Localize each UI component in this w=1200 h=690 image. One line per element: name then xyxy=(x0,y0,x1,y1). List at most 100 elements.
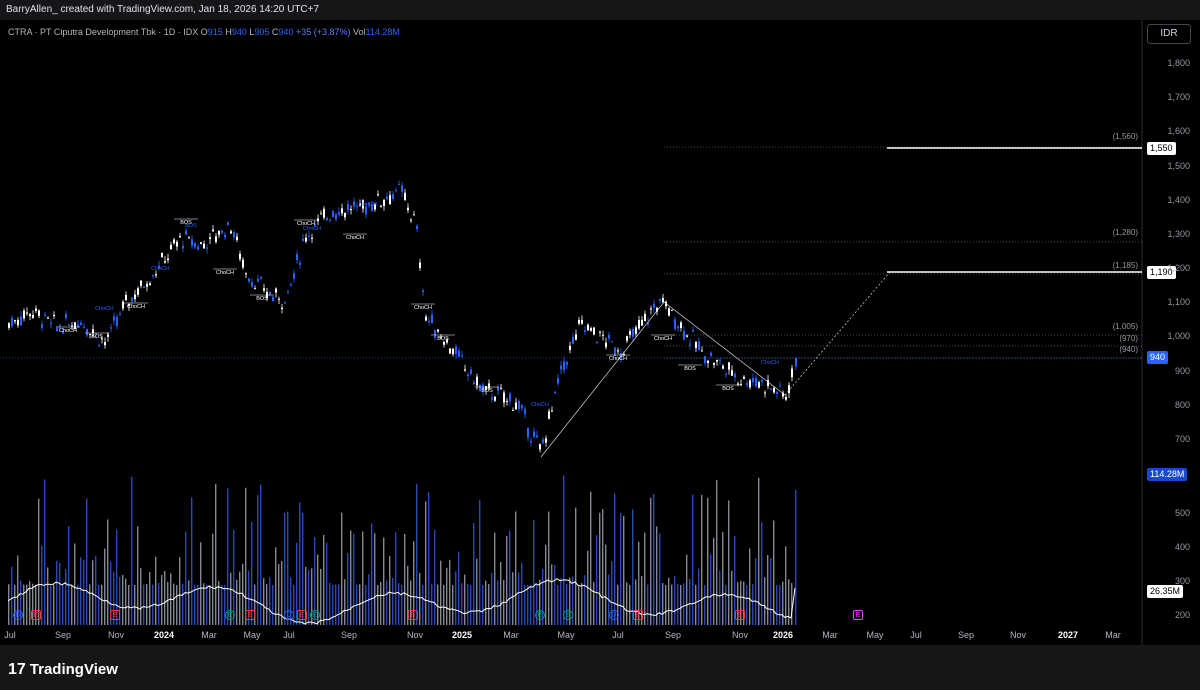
time-axis-label: Nov xyxy=(1009,630,1027,640)
volume-bar xyxy=(437,584,439,625)
volume-bar xyxy=(692,494,694,625)
candle-body xyxy=(494,396,496,401)
candle-body xyxy=(368,202,370,205)
volume-bar xyxy=(197,584,199,625)
projection-line xyxy=(784,271,891,396)
symbol-title[interactable]: CTRA · PT Ciputra Development Tbk · 1D ·… xyxy=(8,27,199,37)
price-chart-canvas[interactable]: ChoCHBOSChoCHBOSChoCHBOSChoCHChoCHChoCHB… xyxy=(0,20,1200,645)
currency-button[interactable]: IDR xyxy=(1147,24,1191,44)
candle-body xyxy=(458,350,460,357)
tradingview-logo[interactable]: 17 TradingView xyxy=(8,661,118,679)
candle-body xyxy=(575,334,577,340)
volume-bar xyxy=(635,579,637,625)
candle-body xyxy=(395,190,397,192)
candle-body xyxy=(476,376,478,386)
volume-bar xyxy=(485,580,487,625)
chart-frame[interactable]: ChoCH BOS ChoCH BOS ChoCH BOS ChoCH ChoCH ChoCH B… xyxy=(0,20,1200,645)
earnings-icon[interactable]: E xyxy=(633,610,643,620)
volume-bar xyxy=(122,574,124,625)
candle-body xyxy=(86,329,88,336)
volume-bar xyxy=(611,561,613,625)
volume-bar xyxy=(569,577,571,625)
structure-label: ChoCH xyxy=(414,305,432,311)
earnings-icon[interactable]: E xyxy=(735,610,745,620)
structure-label: ChoCH xyxy=(609,356,627,362)
volume-bar xyxy=(761,522,763,625)
volume-bar xyxy=(299,502,301,625)
volume-bar xyxy=(374,533,376,625)
candle-body xyxy=(278,298,280,300)
future-earnings-icon[interactable]: E xyxy=(853,610,863,620)
volume-bar xyxy=(47,567,49,625)
ohlc-low: 905 xyxy=(254,27,270,37)
volume-bar xyxy=(383,537,385,625)
volume-bar xyxy=(44,479,46,625)
earnings-icon[interactable]: E xyxy=(225,610,235,620)
time-axis-label: Sep xyxy=(54,630,72,640)
price-axis-label: 1,400 xyxy=(1167,194,1190,205)
volume-bar xyxy=(599,512,601,625)
symbol-legend[interactable]: CTRA · PT Ciputra Development Tbk · 1D ·… xyxy=(8,27,400,37)
volume-bar xyxy=(50,584,52,625)
volume-bar xyxy=(641,576,643,625)
earnings-icon[interactable]: E xyxy=(245,610,255,620)
candle-body xyxy=(482,384,484,391)
earnings-icon[interactable]: E xyxy=(535,610,545,620)
volume-bar xyxy=(353,533,355,625)
volume-bar xyxy=(620,512,622,625)
volume-bar xyxy=(488,584,490,625)
volume-bar xyxy=(782,581,784,625)
earnings-icon[interactable]: E xyxy=(563,610,573,620)
candle-body xyxy=(53,315,55,317)
time-axis-label: Jul xyxy=(612,630,624,640)
volume-bar xyxy=(413,541,415,625)
candle-body xyxy=(548,411,550,419)
candle-body xyxy=(731,370,733,376)
volume-bar xyxy=(278,564,280,625)
volume-bar xyxy=(629,584,631,625)
volume-bar xyxy=(512,572,514,625)
volume-bar xyxy=(572,576,574,625)
volume-axis-label: 400 xyxy=(1174,542,1190,552)
earnings-icon[interactable]: E xyxy=(297,610,307,620)
volume-bar xyxy=(659,533,661,625)
candle-body xyxy=(350,209,352,211)
candle-body xyxy=(656,307,658,312)
candle-body xyxy=(257,278,259,282)
volume-bar xyxy=(359,584,361,625)
dividend-icon[interactable]: D xyxy=(609,610,619,620)
candle-body xyxy=(611,341,613,343)
candle-body xyxy=(92,329,94,334)
candle-body xyxy=(461,355,463,357)
structure-label: BOS xyxy=(481,388,493,394)
volume-bar xyxy=(533,520,535,625)
dividend-icon[interactable]: D xyxy=(284,610,294,620)
earnings-icon[interactable]: E xyxy=(31,610,41,620)
earnings-icon[interactable]: E xyxy=(310,610,320,620)
candle-body xyxy=(584,330,586,332)
level-label: (1,280) xyxy=(1112,228,1138,237)
volume-bar xyxy=(734,536,736,625)
volume-bar xyxy=(176,584,178,625)
volume-bar xyxy=(701,494,703,625)
candle-body xyxy=(11,317,13,327)
volume-bar xyxy=(26,584,28,625)
time-axis-label: Jul xyxy=(4,630,16,640)
candle-body xyxy=(260,277,262,279)
volume-bar xyxy=(398,583,400,625)
earnings-icon[interactable]: E xyxy=(408,610,418,620)
candle-body xyxy=(389,195,391,205)
volume-bar xyxy=(758,477,760,625)
candle-body xyxy=(380,205,382,207)
earnings-icon[interactable]: E xyxy=(110,610,120,620)
volume-bar xyxy=(266,584,268,625)
candle-body xyxy=(365,206,367,215)
volume-bar xyxy=(59,562,61,625)
time-axis-label: Sep xyxy=(664,630,682,640)
candle-body xyxy=(173,239,175,244)
candle-body xyxy=(407,207,409,211)
candle-body xyxy=(374,204,376,210)
time-axis-label: Jul xyxy=(910,630,922,640)
dividend-icon[interactable]: D xyxy=(13,610,23,620)
candle-body xyxy=(26,312,28,314)
